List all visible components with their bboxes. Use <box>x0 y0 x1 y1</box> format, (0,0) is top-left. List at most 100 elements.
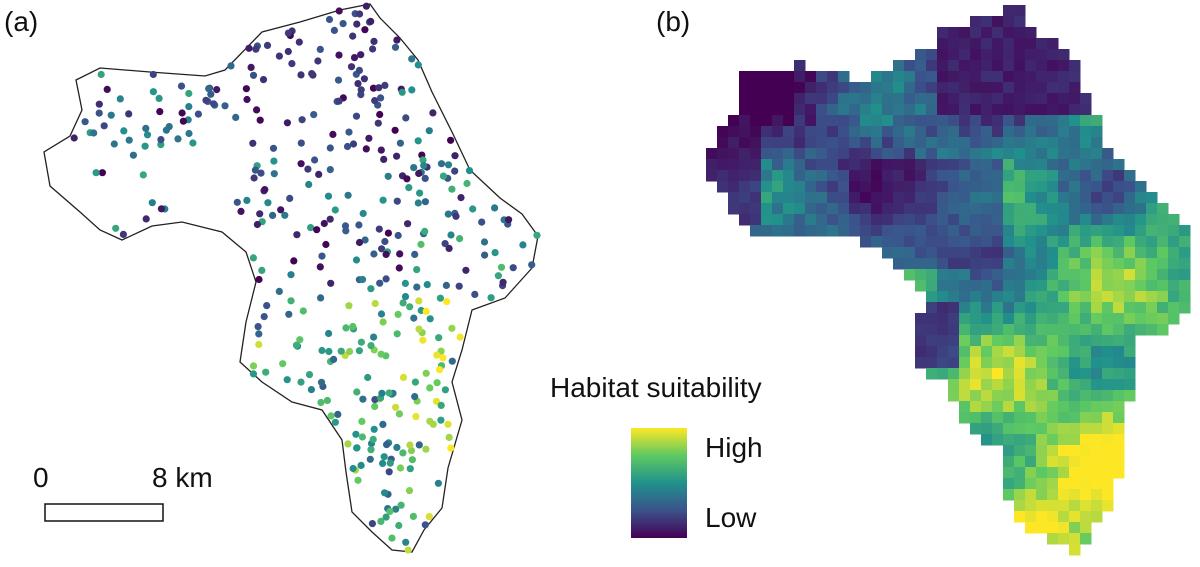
raster-cell <box>959 412 971 424</box>
raster-cell <box>1091 390 1103 402</box>
raster-cell <box>937 302 949 314</box>
occurrence-point <box>194 110 202 118</box>
raster-cell <box>794 225 806 237</box>
raster-cell <box>1091 247 1103 259</box>
raster-cell <box>926 236 938 248</box>
occurrence-point <box>334 410 342 418</box>
raster-cell <box>1080 434 1092 446</box>
occurrence-point <box>327 279 335 287</box>
occurrence-point <box>254 323 262 331</box>
occurrence-point <box>335 97 343 105</box>
raster-cell <box>816 115 828 127</box>
raster-cell <box>1146 236 1158 248</box>
occurrence-point <box>362 145 370 153</box>
occurrence-point <box>100 122 108 130</box>
occurrence-point <box>377 350 385 358</box>
raster-cell <box>1036 236 1048 248</box>
raster-cell <box>970 82 982 94</box>
raster-cell <box>1124 368 1136 380</box>
raster-cell <box>1036 93 1048 105</box>
occurrence-point <box>404 546 412 554</box>
raster-cell <box>1058 445 1070 457</box>
raster-cell <box>1113 379 1125 391</box>
occurrence-point <box>352 112 361 120</box>
raster-cell <box>1113 203 1125 215</box>
occurrence-point <box>437 401 445 409</box>
occurrence-point <box>297 71 305 79</box>
raster-cell <box>1058 280 1070 292</box>
occurrence-point <box>95 109 103 117</box>
raster-cell <box>915 60 927 72</box>
raster-cell <box>1080 104 1092 116</box>
raster-cell <box>1047 225 1059 237</box>
occurrence-point <box>370 425 378 433</box>
raster-cell <box>1014 401 1026 413</box>
occurrence-point <box>90 129 98 137</box>
raster-cell <box>1080 313 1092 325</box>
occurrence-point <box>455 282 463 290</box>
raster-cell <box>1168 302 1180 314</box>
raster-cell <box>915 335 927 347</box>
occurrence-point <box>143 131 152 139</box>
raster-cell <box>1102 456 1114 468</box>
occurrence-point <box>149 88 157 96</box>
raster-cell <box>717 137 729 149</box>
occurrence-point <box>409 512 417 521</box>
raster-cell <box>794 214 806 226</box>
raster-cell <box>904 170 916 182</box>
raster-cell <box>926 247 938 259</box>
raster-cell <box>915 236 927 248</box>
raster-cell <box>1025 269 1037 281</box>
occurrence-point <box>370 333 378 341</box>
raster-cell <box>926 313 938 325</box>
raster-cell <box>937 280 949 292</box>
occurrence-point <box>382 275 390 283</box>
occurrence-point <box>378 389 386 397</box>
raster-cell <box>959 390 971 402</box>
raster-cell <box>1036 445 1048 457</box>
raster-cell <box>1102 192 1114 204</box>
raster-cell <box>1080 115 1092 127</box>
occurrence-point <box>368 520 376 528</box>
raster-cell <box>1091 423 1103 435</box>
occurrence-point <box>262 368 270 376</box>
occurrence-point <box>296 336 304 344</box>
occurrence-point <box>382 250 390 258</box>
occurrence-point <box>415 441 423 449</box>
raster-cell <box>1047 401 1059 413</box>
raster-cell <box>783 126 795 138</box>
raster-cell <box>1025 137 1037 149</box>
raster-cell <box>1058 60 1070 72</box>
raster-cell <box>1036 313 1048 325</box>
raster-cell <box>904 203 916 215</box>
raster-cell <box>1025 456 1037 468</box>
raster-cell <box>1014 5 1026 17</box>
occurrence-point <box>103 85 111 93</box>
occurrence-point <box>270 157 278 165</box>
raster-cell <box>948 258 960 270</box>
raster-cell <box>1069 291 1081 303</box>
raster-cell <box>871 148 883 160</box>
raster-cell <box>893 60 905 72</box>
occurrence-point <box>499 278 507 286</box>
raster-cell <box>926 258 938 270</box>
occurrence-point <box>445 244 453 252</box>
raster-cell <box>1157 291 1169 303</box>
occurrence-point <box>310 111 318 119</box>
occurrence-point <box>353 388 361 396</box>
raster-cell <box>981 148 993 160</box>
raster-cell <box>1179 302 1191 314</box>
raster-cell <box>1091 368 1103 380</box>
occurrence-point <box>355 347 363 355</box>
raster-cell <box>1091 467 1103 479</box>
raster-cell <box>1014 324 1026 336</box>
raster-cell <box>959 357 971 369</box>
raster-cell <box>805 225 817 237</box>
raster-cell <box>937 346 949 358</box>
raster-cell <box>981 423 993 435</box>
occurrence-point <box>415 169 423 178</box>
raster-cell <box>1102 423 1114 435</box>
occurrence-point <box>414 61 422 69</box>
raster-cell <box>794 137 806 149</box>
occurrence-point <box>141 142 149 150</box>
